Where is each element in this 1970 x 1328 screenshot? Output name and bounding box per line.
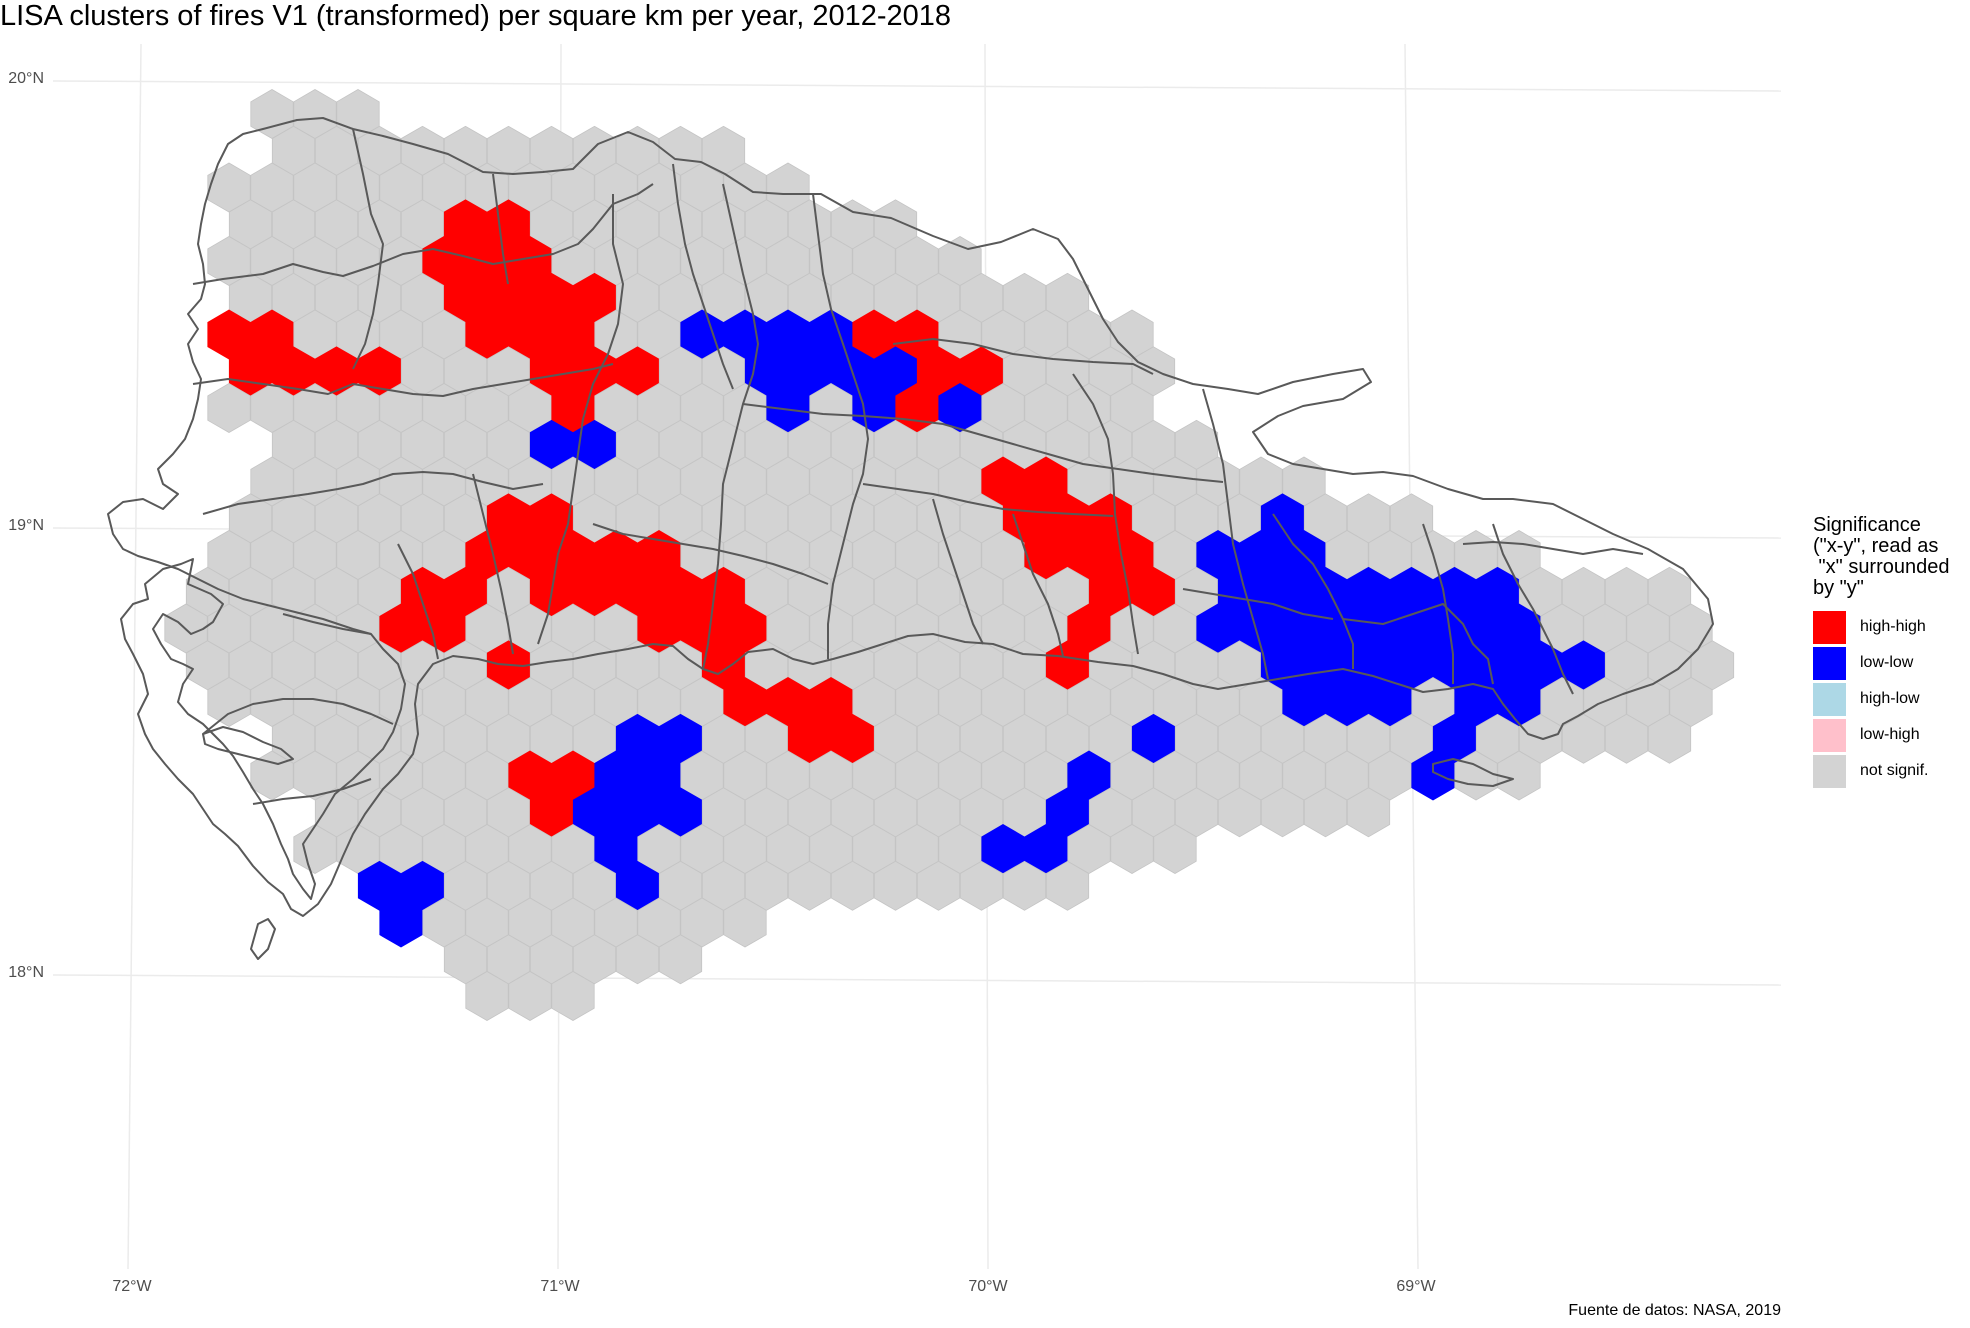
legend-swatch-high-low (1813, 682, 1846, 716)
hex-cell (1110, 824, 1154, 874)
legend-item-high-low: high-low (1813, 681, 1970, 717)
hex-cell (1346, 787, 1391, 838)
boundary-east-3 (1272, 513, 1354, 669)
boundary-central-2 (702, 183, 759, 670)
hex-cell (723, 897, 767, 948)
boundary-east-2 (1202, 388, 1269, 680)
hex-cell (959, 860, 1004, 911)
boundary-east-5 (1422, 523, 1454, 684)
legend-item-not-signif: not signif. (1813, 753, 1970, 789)
boundary-east-1 (1072, 373, 1139, 655)
data-source-caption: Fuente de datos: NASA, 2019 (1568, 1302, 1781, 1319)
boundary-east-7 (1462, 541, 1644, 555)
province-boundaries (107, 117, 1714, 960)
island-beata (250, 918, 276, 960)
boundary-east-4 (1342, 603, 1494, 685)
legend-swatch-low-high (1813, 718, 1846, 752)
hex-cell (551, 971, 595, 1021)
hex-cell (1260, 787, 1305, 838)
hex-cell (207, 383, 251, 433)
boundary-south-central-1 (592, 523, 829, 585)
hex-cell (1497, 750, 1541, 801)
hex-cell (916, 860, 961, 911)
boundary-north-1 (492, 173, 509, 285)
boundary-central-3 (812, 193, 869, 659)
y-tick-label-18n: 18°N (8, 964, 44, 981)
boundary-central-1 (537, 194, 624, 645)
legend-label-high-high: high-high (1860, 618, 1926, 635)
hex-cell (830, 860, 875, 911)
hex-cell (1647, 713, 1692, 764)
hex-cell (1153, 824, 1197, 874)
hex-cell (508, 971, 552, 1021)
map-canvas (53, 44, 1781, 1269)
legend-label-high-low: high-low (1860, 690, 1920, 707)
hex-cell (873, 860, 918, 911)
lake-enriquillo (202, 726, 294, 765)
legend-item-high-high: high-high (1813, 609, 1970, 645)
hex-cell (1002, 860, 1047, 911)
map-title: LISA clusters of fires V1 (transformed) … (0, 0, 952, 32)
boundary-southwest-2 (202, 698, 394, 735)
legend-label-low-high: low-high (1860, 726, 1920, 743)
boundary-south-central-3 (932, 498, 984, 645)
hex-cell (1604, 713, 1649, 764)
hex-cell (1411, 750, 1455, 801)
legend-item-low-high: low-high (1813, 717, 1970, 753)
boundary-south-central-4 (1012, 513, 1064, 657)
boundary-west-2 (202, 471, 544, 515)
hex-cell (1045, 860, 1090, 911)
x-tick-label-72w: 72°W (112, 1278, 152, 1295)
hex-cell (787, 860, 832, 911)
hex-cell (379, 897, 423, 948)
boundary-southwest-1 (282, 613, 372, 635)
boundary-east-6 (1492, 523, 1574, 695)
y-tick-label-20n: 20°N (8, 70, 44, 87)
boundary-east-8 (1182, 588, 1334, 620)
legend-title: Significance ("x-y", read as "x" surroun… (1813, 514, 1950, 599)
hex-cell (1303, 787, 1348, 838)
y-tick-label-19n: 19°N (8, 517, 44, 534)
hex-cell (293, 824, 337, 874)
legend-swatch-not-signif (1813, 754, 1846, 788)
legend-swatch-low-low (1813, 646, 1846, 680)
x-tick-label-70w: 70°W (968, 1278, 1008, 1295)
legend-item-low-low: low-low (1813, 645, 1970, 681)
island-saona (1432, 758, 1514, 787)
island-coastline (107, 117, 1714, 917)
hexagon-grid (164, 89, 1735, 1021)
hex-cell (615, 934, 660, 985)
x-tick-label-71w: 71°W (540, 1278, 580, 1295)
boundary-southwest-3 (252, 778, 372, 805)
map-panel (53, 44, 1781, 1269)
hex-cell (658, 934, 703, 985)
hex-cell (1454, 750, 1498, 801)
boundary-southwest-5 (472, 473, 514, 655)
hex-cell (1217, 787, 1262, 838)
boundary-southwest-4 (397, 543, 439, 660)
legend: Significance ("x-y", read as "x" surroun… (1813, 515, 1970, 789)
boundary-south-central-2 (862, 483, 1114, 517)
boundary-mid-east (742, 403, 1224, 483)
x-tick-label-69w: 69°W (1396, 1278, 1436, 1295)
hex-cell (465, 971, 509, 1021)
boundary-north-2 (672, 163, 734, 390)
boundary-east-central (892, 338, 1154, 375)
legend-swatch-high-high (1813, 610, 1846, 644)
hex-cell (207, 677, 251, 727)
boundary-northwest (192, 183, 654, 285)
legend-label-low-low: low-low (1860, 654, 1914, 671)
boundary-central-north (352, 128, 384, 370)
boundary-west-1 (192, 363, 614, 397)
legend-label-not-signif: not signif. (1860, 762, 1929, 779)
